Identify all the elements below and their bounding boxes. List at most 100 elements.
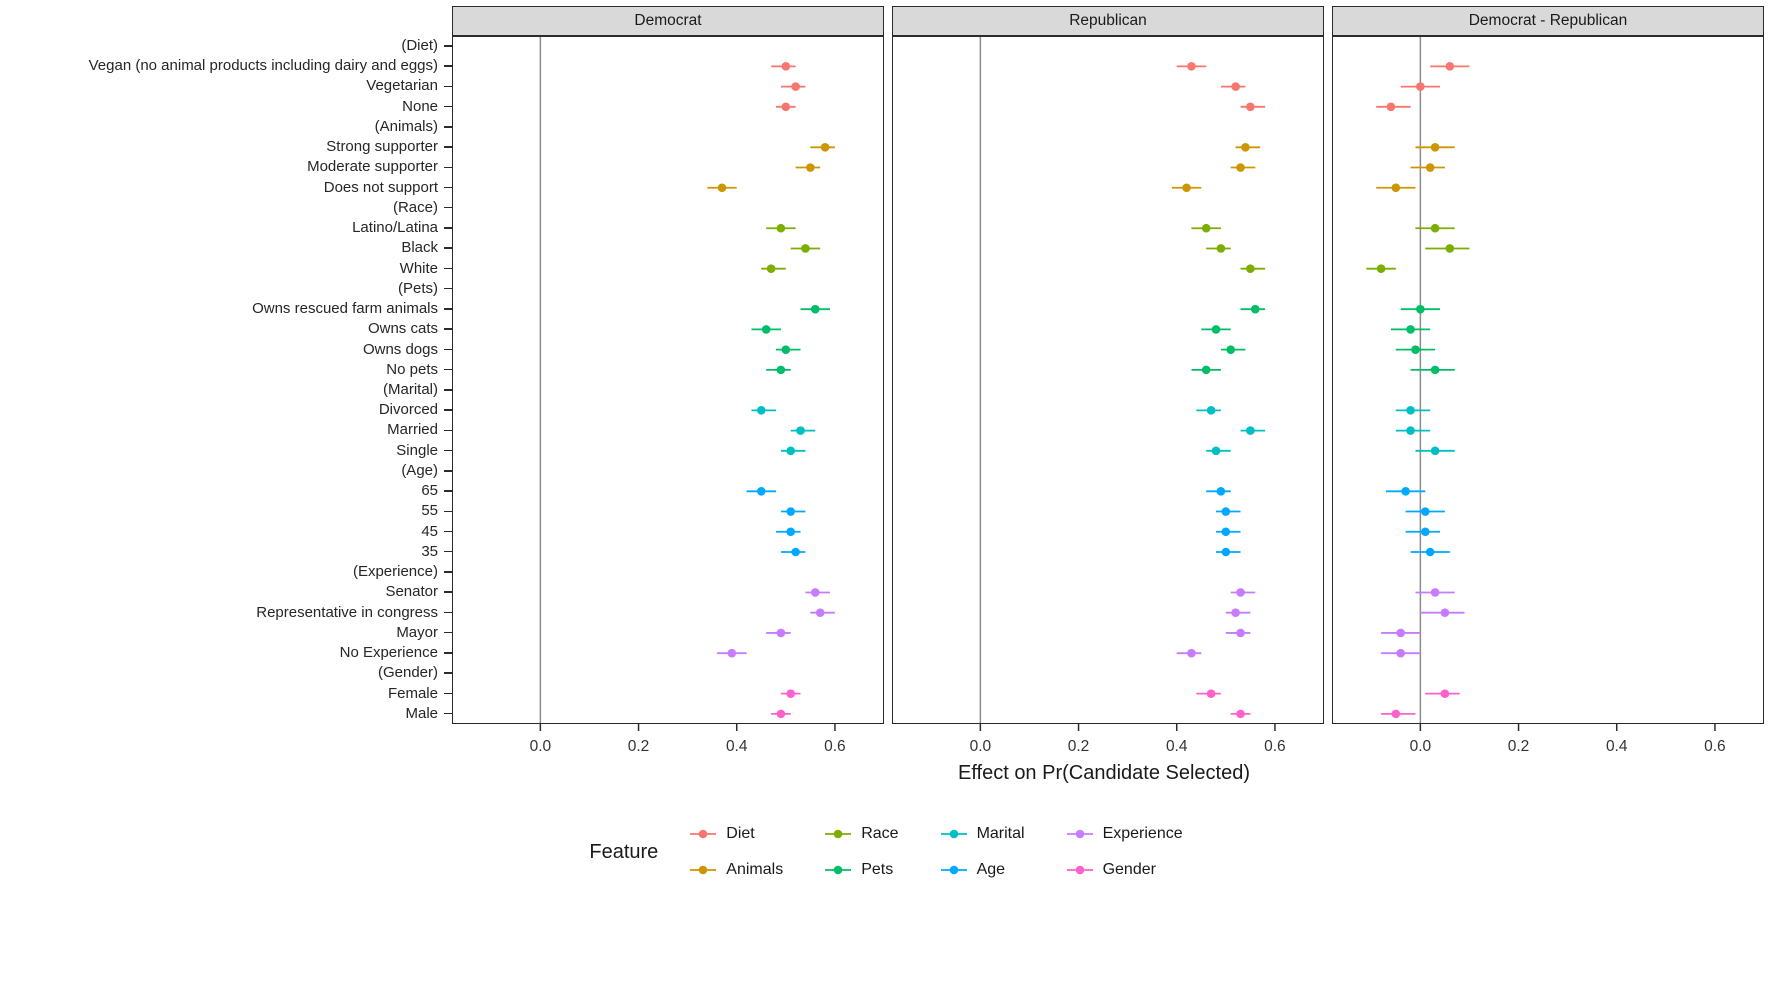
y-axis-label: White	[0, 259, 452, 279]
data-point	[776, 628, 786, 638]
facet-democrat: Democrat 0.0 0.2 0.4 0.6	[452, 6, 884, 758]
data-point	[1187, 62, 1196, 71]
panel-democrat: 0.0 0.2 0.4 0.6	[452, 36, 884, 755]
panel-republican: 0.0 0.2 0.4 0.6	[892, 36, 1324, 755]
data-point	[776, 365, 786, 375]
y-axis-label: Male	[0, 704, 452, 724]
x-tick-label: 0.6	[824, 738, 846, 755]
x-tick-label: 0.4	[1606, 738, 1628, 755]
legend-key-icon	[825, 865, 852, 875]
data-point	[1221, 507, 1231, 516]
y-axis-labels: (Diet) Vegan (no animal products includin…	[0, 6, 452, 758]
data-point	[1236, 588, 1245, 597]
panel-border	[452, 36, 884, 724]
data-point	[776, 709, 786, 719]
legend-item-experience: Experience	[1065, 825, 1183, 843]
data-point	[1386, 102, 1396, 112]
x-tick-label: 0.2	[628, 738, 650, 755]
x-tick-label: 0.4	[1166, 738, 1188, 755]
data-point	[1425, 163, 1435, 172]
data-point	[786, 446, 796, 456]
legend-item-label: Marital	[976, 825, 1025, 842]
data-point	[1420, 507, 1430, 516]
y-axis-label: (Diet)	[0, 36, 452, 56]
legend-item-label: Experience	[1102, 825, 1183, 842]
y-axis-label: Divorced	[0, 400, 452, 420]
data-point	[1416, 304, 1425, 314]
legend-item-label: Gender	[1102, 861, 1156, 878]
data-point	[1182, 183, 1191, 193]
y-axis-label: Mayor	[0, 623, 452, 643]
data-point	[1206, 689, 1216, 698]
x-tick-label: 0.4	[726, 738, 748, 755]
data-point	[820, 142, 830, 152]
y-axis-label: Owns rescued farm animals	[0, 299, 452, 319]
data-point	[1411, 345, 1420, 354]
data-point	[1396, 628, 1406, 638]
y-axis-label: Vegetarian	[0, 76, 452, 96]
legend-item-label: Race	[861, 825, 899, 842]
legend-key-point	[833, 865, 843, 875]
legend-key-icon	[1066, 865, 1093, 875]
legend-key-point	[833, 829, 843, 839]
data-point	[796, 426, 805, 435]
y-axis-label: Latino/Latina	[0, 218, 452, 238]
legend-item-diet: Diet	[688, 825, 783, 843]
legend-key-icon	[940, 865, 967, 875]
data-point	[1440, 689, 1450, 698]
data-point	[766, 264, 776, 274]
data-point	[1376, 264, 1386, 274]
y-axis-label: (Experience)	[0, 562, 452, 582]
legend-item-animals: Animals	[688, 861, 783, 879]
data-point	[1221, 527, 1231, 537]
y-axis-label: No Experience	[0, 643, 452, 663]
legend: Feature Diet Animals Race Pets Marital Age Exp…	[0, 821, 1772, 883]
data-point	[1216, 486, 1226, 496]
legend-title: Feature	[589, 840, 659, 863]
facet-strip-difference: Democrat - Republican	[1332, 6, 1764, 36]
data-point	[1211, 446, 1221, 456]
legend-item-gender: Gender	[1065, 861, 1183, 879]
y-axis-label: Representative in congress	[0, 603, 452, 623]
y-axis-label: 45	[0, 522, 452, 542]
legend-key-point	[698, 829, 708, 839]
chart-area: (Diet) Vegan (no animal products includin…	[0, 6, 1772, 758]
data-point	[1246, 264, 1255, 274]
legend-key-icon	[825, 829, 852, 839]
legend-item-age: Age	[939, 861, 1025, 879]
legend-key-point	[698, 865, 708, 875]
legend-key-point	[1075, 829, 1084, 839]
data-point	[1430, 142, 1440, 152]
y-axis-label: Senator	[0, 582, 452, 602]
data-point	[1430, 446, 1440, 456]
data-point	[1236, 709, 1245, 719]
y-axis-label: Strong supporter	[0, 137, 452, 157]
x-tick-label: 0.6	[1704, 738, 1726, 755]
data-point	[1420, 527, 1430, 537]
legend-key-point	[949, 865, 958, 875]
data-point	[1406, 325, 1415, 334]
data-point	[727, 648, 737, 658]
data-point	[1445, 62, 1455, 71]
y-axis-label: Owns cats	[0, 319, 452, 339]
x-tick-label: 0.0	[1410, 738, 1432, 755]
data-point	[1250, 304, 1260, 314]
legend-item-race: Race	[823, 825, 899, 843]
data-point	[1406, 406, 1415, 415]
data-point	[1416, 82, 1425, 91]
data-point	[717, 183, 727, 193]
data-point	[1246, 102, 1255, 112]
facet-republican: Republican 0.0 0.2 0.4 0.6	[892, 6, 1324, 758]
x-tick-label: 0.0	[530, 738, 552, 755]
y-axis-label: (Gender)	[0, 663, 452, 683]
x-axis-title: Effect on Pr(Candidate Selected)	[957, 762, 1251, 784]
x-tick-label: 0.2	[1508, 738, 1530, 755]
legend-item-label: Age	[976, 861, 1006, 878]
data-point	[810, 588, 820, 597]
data-point	[791, 547, 800, 557]
facet-strip-democrat: Democrat	[452, 6, 884, 36]
y-axis-label: 65	[0, 481, 452, 501]
data-point	[1406, 426, 1415, 435]
data-point	[806, 163, 815, 172]
